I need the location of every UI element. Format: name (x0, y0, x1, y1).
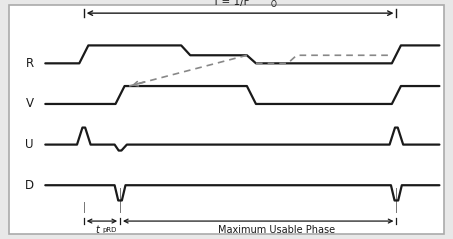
Text: T = 1/F: T = 1/F (212, 0, 250, 7)
Text: R: R (25, 57, 34, 70)
Text: O: O (271, 0, 277, 9)
Text: Maximum Usable Phase: Maximum Usable Phase (218, 225, 335, 235)
Text: t: t (96, 225, 100, 235)
Text: D: D (25, 179, 34, 192)
Text: V: V (25, 98, 34, 110)
Text: pRD: pRD (103, 227, 117, 233)
Text: U: U (25, 138, 34, 151)
